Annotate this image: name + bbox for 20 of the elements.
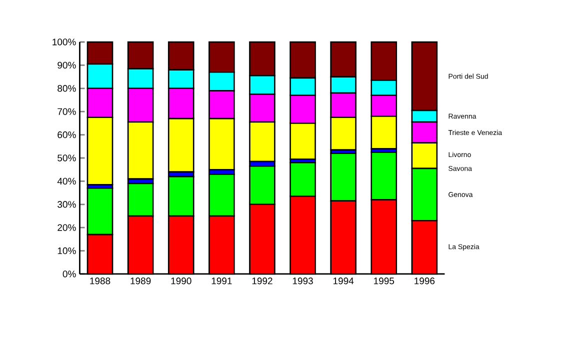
y-tick-label: 60%	[58, 131, 76, 138]
x-tick-label: 1995	[374, 278, 394, 284]
y-tick-label: 20%	[58, 224, 76, 231]
x-tick-label: 1996	[414, 278, 435, 284]
y-tick-label: 30%	[58, 201, 76, 208]
x-tick-label: 1990	[171, 278, 192, 284]
x-tick-label: 1992	[252, 278, 272, 284]
y-tick-label: 80%	[58, 85, 76, 92]
y-tick-label: 70%	[58, 108, 76, 115]
x-tick-label: 1988	[90, 278, 110, 284]
y-tick-label: 40%	[57, 178, 76, 185]
y-tick-label: 90%	[58, 62, 76, 69]
x-tick-label: 1991	[212, 278, 232, 284]
y-tick-label: 0%	[62, 270, 76, 278]
x-tick-label: 1993	[292, 278, 313, 284]
y-tick-label: 50%	[58, 154, 76, 162]
y-tick-label: 100%	[52, 38, 76, 46]
x-tick-label: 1994	[333, 278, 354, 284]
x-tick-label: 1989	[130, 278, 151, 284]
y-tick-label: 10%	[58, 247, 76, 254]
